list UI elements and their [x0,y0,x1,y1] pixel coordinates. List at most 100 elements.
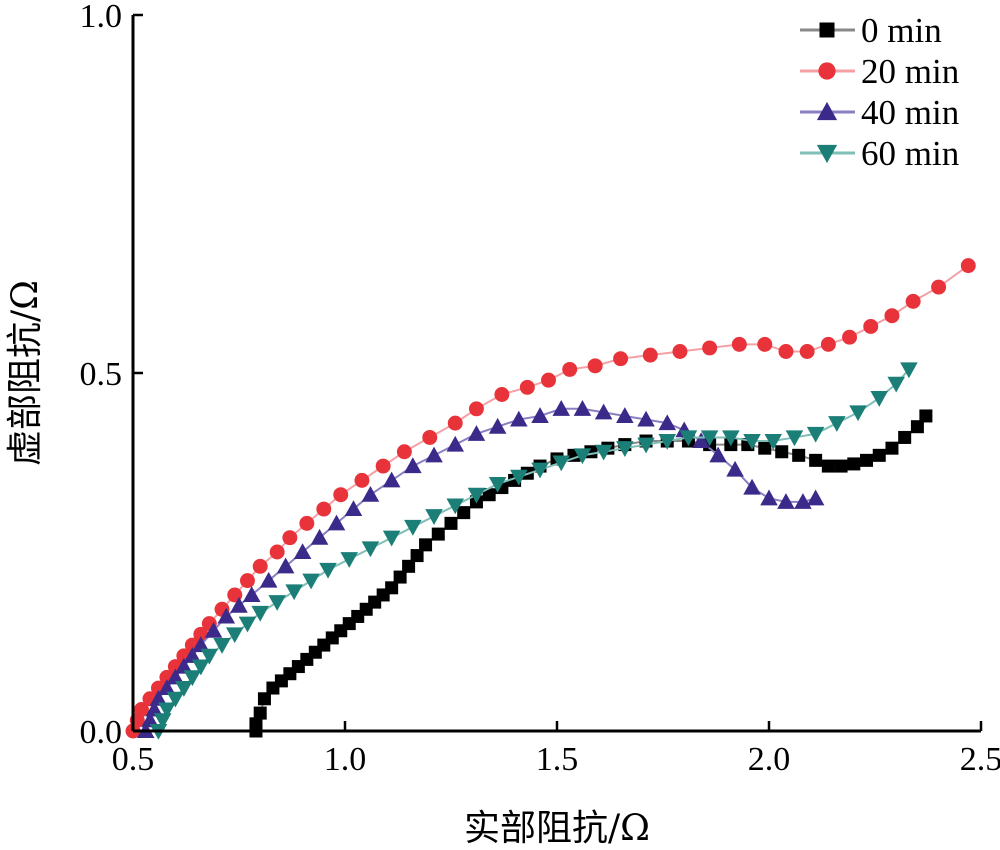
data-point [510,469,528,486]
data-point [447,415,463,431]
data-point [192,659,210,676]
data-point [446,435,465,452]
data-point [425,509,443,525]
data-point [552,455,571,472]
data-point [860,453,874,467]
series-20-min [125,258,976,739]
data-point [870,391,889,407]
legend-label: 0 min [861,11,942,50]
data-point [594,403,613,420]
data-point [616,441,634,457]
legend-label: 60 min [861,134,959,173]
data-point [175,681,193,697]
data-point [905,293,921,309]
data-point [775,445,789,459]
data-point [594,444,613,461]
data-point [361,541,380,558]
data-point [382,471,401,488]
data-point [692,432,710,449]
ticks: 0.5 1.0 1.5 2.0 2.50.00.51.0 [80,0,1000,778]
x-tick-label: 1.5 [536,741,579,778]
data-point [799,344,815,359]
data-point [764,434,783,450]
legend-marker [819,22,835,38]
data-point [467,487,486,504]
data-point [183,670,202,687]
data-point [396,444,412,460]
data-point [404,457,422,474]
data-point [158,702,176,719]
data-point [204,621,223,638]
plot-area [125,258,976,740]
data-point [828,416,846,432]
data-point [494,387,510,402]
data-point [809,453,823,467]
data-point [340,552,359,568]
data-point [393,570,407,584]
data-point [404,519,422,536]
data-point [166,668,185,685]
data-point [361,485,380,502]
data-point [302,573,320,590]
data-point [422,429,438,445]
data-point [726,460,744,477]
data-point [257,692,271,706]
data-point [269,544,285,560]
series-40-min [136,400,825,739]
data-point [562,361,578,377]
data-point [134,702,149,717]
data-point [637,410,655,427]
data-point [344,500,363,517]
data-point [863,318,879,334]
data-point [240,573,255,589]
x-tick-label: 0.5 [112,741,155,778]
x-tick-label: 2.5 [960,741,1000,778]
data-point [382,530,401,547]
data-point [743,434,761,450]
legend-item: 40 min [800,93,959,132]
data-point [253,706,267,720]
legend-item: 0 min [800,11,942,50]
data-point [249,717,263,731]
data-point [141,711,159,728]
data-point [425,446,443,463]
data-point [166,691,185,708]
data-point [482,488,496,502]
x-tick-label: 1.0 [324,741,367,778]
data-point [743,478,761,495]
data-point [213,638,231,654]
legend-label: 40 min [861,93,959,132]
data-point [731,336,747,352]
data-point [758,441,772,455]
legend-item: 20 min [800,52,959,91]
data-point [217,607,236,624]
series-60-min [149,362,918,740]
data-point [587,358,603,374]
data-point [531,407,549,423]
data-point [613,351,629,367]
data-point [145,700,163,717]
x-axis-title: 实部阻抗/Ω [464,808,650,849]
data-point [541,372,556,388]
data-point [898,430,912,444]
data-point [446,498,465,515]
data-point [319,562,337,579]
y-axis-title: 虚部阻抗/Ω [5,280,46,466]
data-point [679,430,698,447]
data-point [385,581,399,595]
data-point [183,647,202,663]
data-point [616,407,634,423]
data-point [672,344,688,359]
data-point [285,584,303,601]
data-point [785,430,804,447]
data-point [259,571,278,588]
data-point [885,441,899,455]
data-point [919,409,933,423]
x-tick-label: 2.0 [748,741,791,778]
data-point [887,376,905,393]
data-point [806,489,825,506]
data-point [842,329,858,345]
data-point [931,279,947,295]
